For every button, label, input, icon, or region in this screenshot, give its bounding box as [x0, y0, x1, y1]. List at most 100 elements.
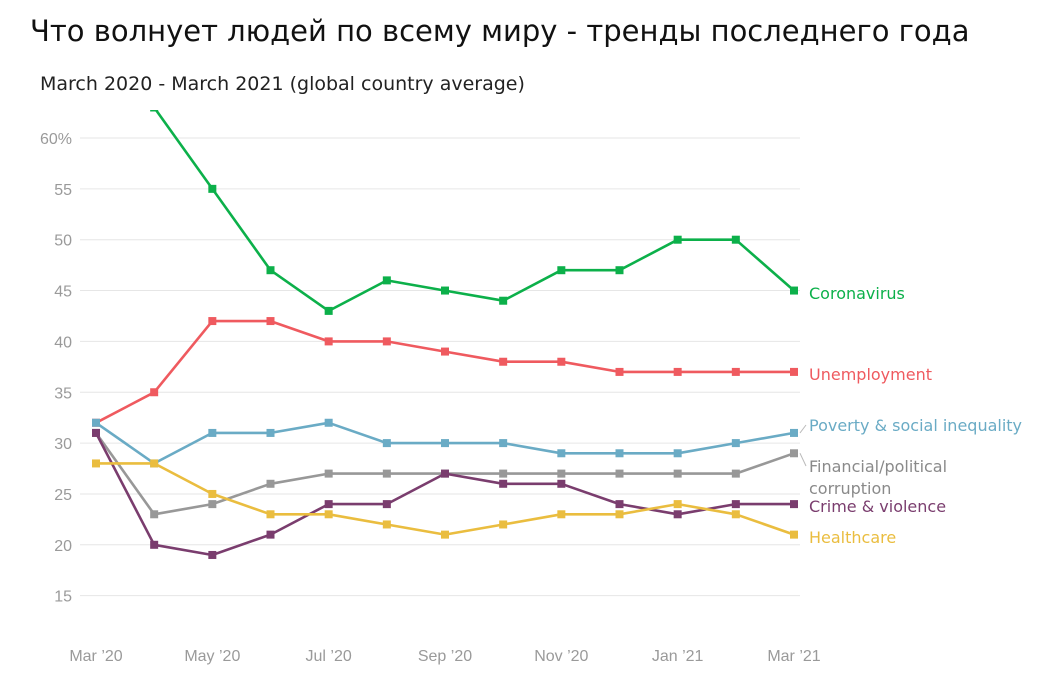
data-point: [441, 469, 449, 478]
data-point: [731, 469, 740, 478]
x-tick-label: Mar ’21: [767, 648, 820, 665]
data-point: [150, 510, 159, 519]
x-tick-label: Sep ’20: [418, 648, 472, 665]
data-point: [731, 367, 740, 376]
data-point: [266, 266, 275, 275]
data-point: [208, 317, 217, 326]
data-point: [557, 510, 566, 519]
data-point: [790, 530, 798, 539]
data-point: [615, 500, 624, 509]
data-point: [731, 439, 740, 448]
data-point: [382, 500, 391, 509]
data-point: [92, 418, 100, 427]
data-point: [266, 479, 275, 488]
data-point: [208, 500, 217, 509]
x-tick-label: May ’20: [184, 648, 240, 665]
y-tick-label: 30: [54, 436, 72, 453]
series-label: Coronavirus: [809, 284, 905, 303]
data-point: [499, 479, 508, 488]
x-tick-label: Nov ’20: [534, 648, 588, 665]
y-tick-label: 20: [54, 538, 72, 555]
data-point: [208, 489, 217, 498]
data-point: [731, 510, 740, 519]
data-point: [266, 510, 275, 519]
chart-title: Что волнует людей по всему миру - тренды…: [30, 14, 970, 48]
data-point: [324, 510, 333, 519]
series-line: [154, 110, 795, 313]
data-point: [790, 286, 798, 295]
data-point: [615, 510, 624, 519]
data-point: [499, 439, 508, 448]
data-point: [150, 459, 159, 468]
data-point: [673, 500, 682, 509]
series-lines: [92, 110, 798, 559]
series-unemployment: [92, 317, 798, 427]
data-point: [324, 337, 333, 346]
data-point: [324, 469, 333, 478]
data-point: [731, 500, 740, 509]
data-point: [441, 286, 449, 295]
grid: [80, 137, 800, 597]
data-point: [557, 479, 566, 488]
data-point: [92, 428, 100, 437]
y-tick-label: 35: [54, 385, 72, 402]
data-point: [382, 276, 391, 285]
chart-subtitle: March 2020 - March 2021 (global country …: [40, 73, 525, 95]
data-point: [673, 449, 682, 458]
series-healthcare: [92, 459, 798, 539]
x-tick-label: Mar ’20: [69, 648, 122, 665]
data-point: [150, 110, 159, 112]
data-point: [92, 459, 100, 468]
data-point: [673, 367, 682, 376]
data-point: [382, 469, 391, 478]
data-point: [557, 266, 566, 275]
data-point: [615, 449, 624, 458]
y-axis-ticks: 60% 55 50 45 40 35 30 25 20 15: [40, 131, 72, 606]
data-point: [441, 347, 449, 356]
data-point: [790, 367, 798, 376]
data-point: [324, 500, 333, 509]
series-label: Poverty & social inequality: [809, 416, 1022, 435]
data-point: [266, 317, 275, 326]
data-point: [208, 428, 217, 437]
data-point: [673, 469, 682, 478]
x-tick-label: Jul ’20: [306, 648, 352, 665]
data-point: [499, 357, 508, 366]
data-point: [324, 306, 333, 315]
data-point: [615, 266, 624, 275]
data-point: [790, 428, 798, 437]
series-crime-violence: [92, 428, 798, 559]
y-tick-label: 45: [54, 284, 72, 301]
data-point: [615, 469, 624, 478]
data-point: [150, 388, 159, 397]
series-label: Financial/political: [809, 457, 947, 476]
x-axis-ticks: Mar ’20 May ’20 Jul ’20 Sep ’20 Nov ’20 Jan ’…: [69, 648, 820, 665]
y-tick-label: 40: [54, 334, 72, 351]
y-tick-label: 50: [54, 233, 72, 250]
data-point: [150, 540, 159, 549]
data-point: [499, 296, 508, 305]
y-tick-label: 55: [54, 182, 72, 199]
data-point: [790, 449, 798, 458]
data-point: [266, 530, 275, 539]
data-point: [441, 530, 449, 539]
y-tick-label: 15: [54, 589, 72, 606]
y-tick-label: 60%: [40, 131, 72, 148]
data-point: [615, 367, 624, 376]
series-label: corruption: [809, 479, 891, 498]
data-point: [731, 235, 740, 244]
series-label: Healthcare: [809, 528, 896, 547]
data-point: [673, 235, 682, 244]
data-point: [557, 469, 566, 478]
data-point: [324, 418, 333, 427]
y-tick-label: 25: [54, 487, 72, 504]
data-point: [499, 520, 508, 529]
data-point: [382, 439, 391, 448]
data-point: [499, 469, 508, 478]
data-point: [557, 449, 566, 458]
data-point: [266, 428, 275, 437]
series-label: Crime & violence: [809, 497, 946, 516]
data-point: [673, 510, 682, 519]
label-leader-line: [799, 453, 807, 467]
